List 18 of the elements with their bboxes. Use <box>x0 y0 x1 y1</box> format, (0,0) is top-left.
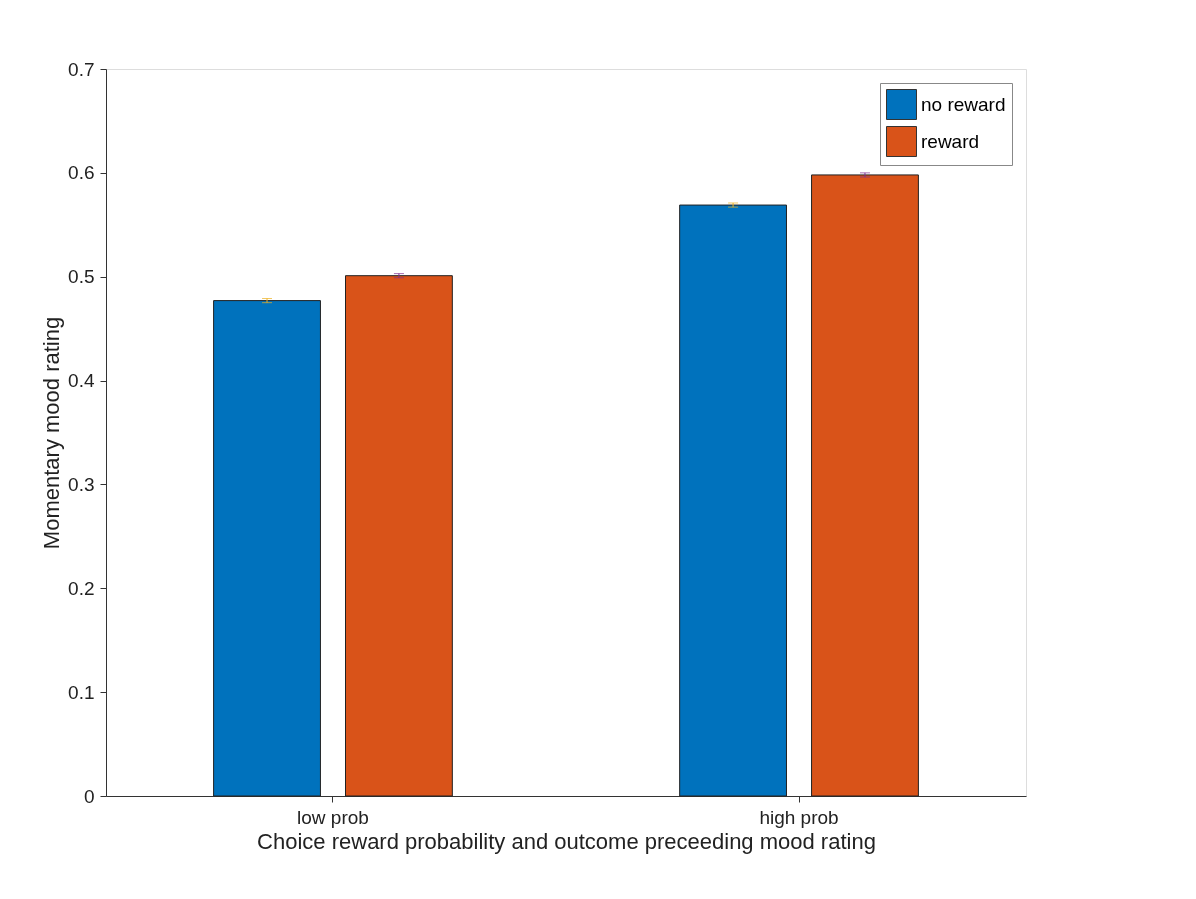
y-tick-label: 0.7 <box>68 58 95 80</box>
y-tick-label: 0.5 <box>68 266 95 288</box>
x-tick-label: high prob <box>759 806 839 828</box>
y-tick-label: 0.6 <box>68 162 95 184</box>
y-tick-label: 0.2 <box>68 577 95 599</box>
legend-label: no reward <box>921 93 1006 115</box>
y-tick-label: 0 <box>83 785 95 807</box>
bar <box>811 174 919 797</box>
y-axis-title: Momentary mood rating <box>39 316 65 550</box>
bar <box>213 300 321 797</box>
legend-label: reward <box>921 130 980 152</box>
y-tick-label: 0.4 <box>68 370 95 392</box>
x-tick-label: low prob <box>297 806 369 828</box>
x-axis-title: Choice reward probability and outcome preceeding mood rating <box>257 828 876 854</box>
bar <box>679 204 787 797</box>
bar <box>345 275 453 797</box>
y-tick-label: 0.1 <box>68 681 95 703</box>
y-tick-label: 0.3 <box>68 473 95 495</box>
